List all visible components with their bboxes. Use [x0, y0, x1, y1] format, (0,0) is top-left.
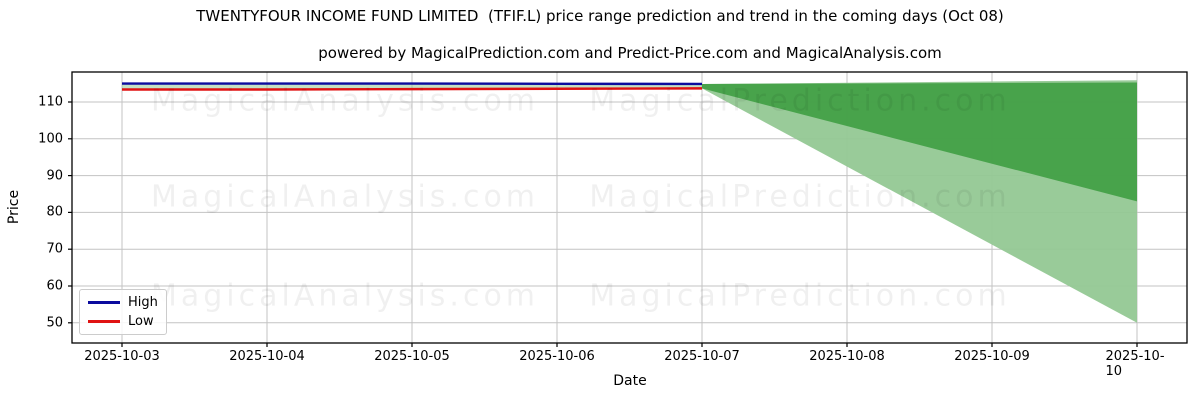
low-line-swatch	[88, 320, 120, 323]
y-tick-label: 110	[38, 94, 63, 110]
x-tick-label: 2025-10-10	[1105, 349, 1165, 379]
chart-title: TWENTYFOUR INCOME FUND LIMITED (TFIF.L) …	[196, 7, 1004, 25]
x-tick-label: 2025-10-08	[809, 349, 885, 364]
y-tick-label: 50	[46, 315, 63, 331]
chart-subtitle: powered by MagicalPrediction.com and Pre…	[318, 44, 942, 62]
legend-entry-high: High	[80, 296, 166, 309]
low-line	[122, 87, 703, 91]
prediction-inner-range-band	[702, 82, 1137, 202]
x-tick-label: 2025-10-07	[664, 349, 740, 364]
x-tick-label: 2025-10-03	[84, 349, 160, 364]
x-tick-label: 2025-10-04	[229, 349, 305, 364]
y-tick-label: 100	[38, 131, 63, 147]
y-tick-label: 80	[46, 204, 63, 220]
y-tick-label: 60	[46, 278, 63, 294]
legend-entry-low: Low	[80, 315, 166, 328]
x-axis-label: Date	[613, 373, 647, 389]
y-axis-label: Price	[6, 189, 22, 225]
y-tick-label: 90	[46, 168, 63, 184]
legend-label-low: Low	[128, 314, 154, 329]
legend-label-high: High	[128, 295, 158, 310]
x-tick-label: 2025-10-09	[954, 349, 1030, 364]
legend: High Low	[79, 289, 167, 335]
high-line-swatch	[88, 301, 120, 304]
x-tick-label: 2025-10-05	[374, 349, 450, 364]
axes-spines	[71, 71, 1188, 344]
x-tick-label: 2025-10-06	[519, 349, 595, 364]
y-tick-label: 70	[46, 241, 63, 257]
